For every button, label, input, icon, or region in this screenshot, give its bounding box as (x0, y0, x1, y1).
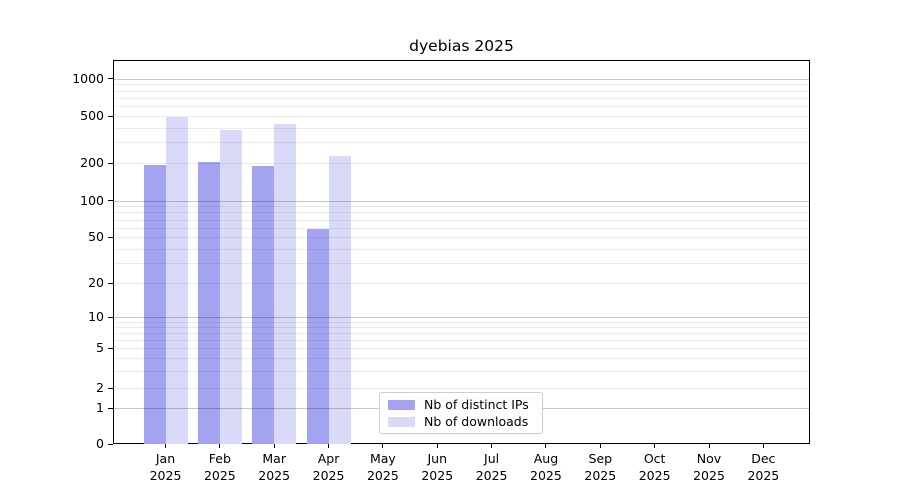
y-tick-label: 5 (96, 340, 104, 356)
y-tick-mark (108, 316, 113, 318)
legend-row: Nb of downloads (388, 413, 542, 429)
y-tick-label: 1 (96, 400, 104, 416)
gridline-minor (114, 142, 809, 144)
y-tick-mark (108, 200, 113, 202)
x-tick-label: Jun 2025 (421, 451, 454, 483)
gridline-minor (114, 321, 809, 323)
x-tick-label: Apr 2025 (312, 451, 345, 483)
gridline-minor (114, 116, 809, 117)
gridline-minor (114, 97, 809, 99)
bar-downloads (165, 117, 188, 444)
x-tick-label: Sep 2025 (584, 451, 617, 483)
gridline-minor (114, 212, 809, 214)
y-tick-label: 0 (96, 436, 104, 451)
bar-distinct-ips (252, 166, 275, 444)
x-tick-mark (382, 444, 384, 448)
y-tick-mark (108, 347, 113, 349)
legend-swatch-downloads (388, 416, 415, 427)
x-tick-mark (219, 444, 221, 448)
bar-downloads (274, 123, 297, 444)
bar-distinct-ips (143, 164, 166, 444)
bar-distinct-ips (306, 229, 329, 444)
y-tick-mark (108, 282, 113, 284)
gridline-minor (114, 340, 809, 342)
gridline-minor (114, 219, 809, 221)
x-tick-mark (708, 444, 710, 448)
legend-label: Nb of downloads (424, 413, 529, 429)
y-tick-mark (108, 115, 113, 117)
gridline-major (114, 317, 809, 318)
y-tick-label: 200 (80, 155, 104, 171)
x-tick-mark (165, 444, 166, 448)
x-tick-mark (762, 444, 764, 448)
x-tick-mark (328, 444, 330, 448)
x-tick-label: Feb 2025 (203, 451, 236, 483)
gridline-major (114, 78, 809, 80)
legend-label: Nb of distinct IPs (424, 396, 529, 412)
y-tick-label: 10 (88, 309, 104, 324)
x-tick-mark (599, 444, 601, 448)
gridline-minor (114, 333, 809, 335)
y-tick-mark (108, 162, 113, 164)
x-tick-label: Nov 2025 (693, 451, 725, 483)
bar-downloads (328, 155, 351, 444)
gridline-minor (114, 370, 809, 372)
gridline-minor (114, 358, 809, 360)
gridline-minor (114, 84, 809, 86)
gridline-minor (114, 348, 809, 350)
y-tick-label: 1000 (72, 70, 104, 86)
gridline-minor (114, 127, 809, 129)
x-tick-label: Aug 2025 (530, 451, 562, 483)
x-tick-mark (545, 444, 547, 448)
legend: Nb of distinct IPs Nb of downloads (379, 392, 543, 434)
y-tick-label: 500 (80, 108, 104, 123)
x-tick-label: Jan 2025 (149, 451, 182, 483)
bar-downloads (219, 130, 242, 444)
x-tick-label: Mar 2025 (258, 451, 291, 483)
gridline-minor (114, 106, 809, 108)
x-tick-label: May 2025 (366, 451, 399, 483)
y-tick-label: 50 (88, 229, 104, 245)
gridline-minor (114, 90, 809, 92)
legend-row: Nb of distinct IPs (388, 396, 542, 412)
gridline-minor (114, 206, 809, 208)
x-tick-mark (491, 444, 493, 448)
legend-swatch-distinct-ips (388, 399, 415, 410)
y-tick-mark (108, 78, 113, 80)
y-tick-label: 20 (88, 275, 104, 291)
y-tick-mark (108, 443, 113, 445)
gridline-minor (114, 248, 809, 250)
x-tick-mark (273, 444, 275, 448)
y-tick-label: 100 (80, 192, 104, 208)
gridline-minor (114, 327, 809, 329)
y-tick-mark (108, 407, 113, 409)
gridline-minor (114, 237, 809, 239)
gridline-minor (114, 163, 809, 165)
x-tick-mark (436, 444, 438, 448)
gridline-minor (114, 388, 809, 390)
chart-title: dyebias 2025 (409, 37, 514, 55)
gridline-major (114, 200, 809, 202)
y-tick-mark (108, 236, 113, 238)
plot-area (113, 60, 810, 444)
y-tick-mark (108, 387, 113, 389)
gridline-minor (114, 283, 809, 285)
x-tick-label: Dec 2025 (747, 451, 780, 483)
x-tick-label: Jul 2025 (475, 451, 508, 483)
bar-distinct-ips (197, 162, 220, 444)
gridline-minor (114, 227, 809, 229)
x-tick-label: Oct 2025 (638, 451, 671, 483)
y-tick-label: 2 (96, 380, 104, 396)
x-tick-mark (654, 444, 656, 448)
gridline-minor (114, 262, 809, 264)
